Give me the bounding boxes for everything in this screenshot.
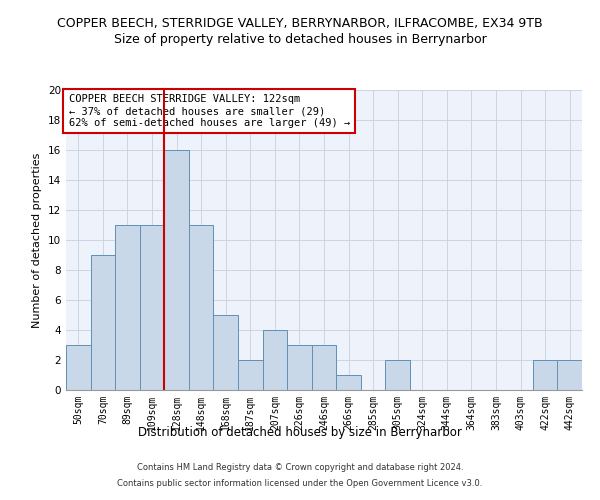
Bar <box>115 225 140 390</box>
Bar <box>287 345 312 390</box>
Bar <box>238 360 263 390</box>
Text: Size of property relative to detached houses in Berrynarbor: Size of property relative to detached ho… <box>113 32 487 46</box>
Bar <box>189 225 214 390</box>
Text: COPPER BEECH, STERRIDGE VALLEY, BERRYNARBOR, ILFRACOMBE, EX34 9TB: COPPER BEECH, STERRIDGE VALLEY, BERRYNAR… <box>57 18 543 30</box>
Text: Distribution of detached houses by size in Berrynarbor: Distribution of detached houses by size … <box>138 426 462 439</box>
Bar <box>533 360 557 390</box>
Bar <box>385 360 410 390</box>
Y-axis label: Number of detached properties: Number of detached properties <box>32 152 43 328</box>
Bar <box>66 345 91 390</box>
Bar <box>263 330 287 390</box>
Bar <box>140 225 164 390</box>
Bar <box>91 255 115 390</box>
Bar <box>164 150 189 390</box>
Text: Contains HM Land Registry data © Crown copyright and database right 2024.: Contains HM Land Registry data © Crown c… <box>137 464 463 472</box>
Bar <box>312 345 336 390</box>
Bar <box>214 315 238 390</box>
Text: Contains public sector information licensed under the Open Government Licence v3: Contains public sector information licen… <box>118 478 482 488</box>
Text: COPPER BEECH STERRIDGE VALLEY: 122sqm
← 37% of detached houses are smaller (29)
: COPPER BEECH STERRIDGE VALLEY: 122sqm ← … <box>68 94 350 128</box>
Bar <box>557 360 582 390</box>
Bar <box>336 375 361 390</box>
